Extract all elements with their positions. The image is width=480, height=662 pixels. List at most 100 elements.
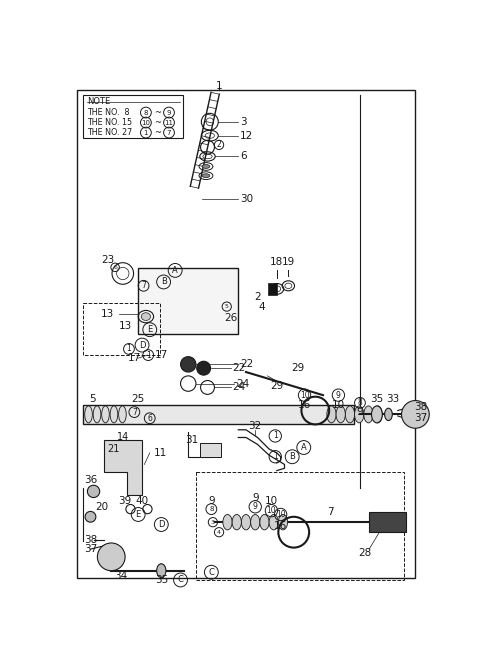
Text: 24: 24 <box>236 379 249 389</box>
Text: 34: 34 <box>115 571 128 581</box>
Text: THE NO. 15: THE NO. 15 <box>87 118 132 127</box>
Ellipse shape <box>345 406 355 423</box>
Text: 16: 16 <box>274 521 287 531</box>
Text: 31: 31 <box>185 435 199 445</box>
Text: 29: 29 <box>292 363 305 373</box>
Text: C: C <box>208 568 214 577</box>
Ellipse shape <box>336 406 345 423</box>
Text: B: B <box>289 452 295 461</box>
Text: A: A <box>172 266 178 275</box>
Text: 38: 38 <box>84 535 97 545</box>
Bar <box>83 95 183 138</box>
Text: 17: 17 <box>155 350 168 360</box>
Text: 22: 22 <box>240 359 253 369</box>
Bar <box>200 443 221 457</box>
Text: 36: 36 <box>84 475 97 485</box>
Ellipse shape <box>373 406 382 423</box>
Text: 7: 7 <box>141 281 146 291</box>
Text: 25: 25 <box>132 394 145 404</box>
Ellipse shape <box>85 406 92 423</box>
Text: 8: 8 <box>144 109 148 116</box>
Text: 37: 37 <box>84 544 97 554</box>
Ellipse shape <box>364 406 373 423</box>
Ellipse shape <box>110 406 118 423</box>
Text: 23: 23 <box>101 255 114 265</box>
Text: 6: 6 <box>147 414 152 423</box>
Text: 16: 16 <box>298 400 311 410</box>
Text: 2: 2 <box>254 291 261 302</box>
Text: ~: ~ <box>154 128 161 137</box>
Text: NOTE: NOTE <box>87 97 110 107</box>
Text: 10: 10 <box>276 510 286 519</box>
Text: 8: 8 <box>358 399 362 407</box>
Ellipse shape <box>355 406 364 423</box>
Text: 6: 6 <box>240 152 246 162</box>
Text: 1: 1 <box>127 344 132 354</box>
Ellipse shape <box>372 406 382 423</box>
Polygon shape <box>104 440 142 495</box>
Text: 10: 10 <box>265 496 278 506</box>
Bar <box>267 283 277 295</box>
Text: 14: 14 <box>117 432 129 442</box>
Ellipse shape <box>232 514 241 530</box>
Text: E: E <box>135 510 141 519</box>
Text: 19: 19 <box>282 258 295 267</box>
Text: 11: 11 <box>165 120 173 126</box>
Text: 1: 1 <box>216 81 222 91</box>
Text: 21: 21 <box>108 444 120 454</box>
Text: 37: 37 <box>414 413 427 423</box>
Circle shape <box>97 543 125 571</box>
Text: ~: ~ <box>154 108 161 117</box>
Text: 40: 40 <box>135 496 149 506</box>
Circle shape <box>197 361 211 375</box>
Bar <box>83 405 354 424</box>
Text: 13: 13 <box>119 321 132 331</box>
Ellipse shape <box>384 408 392 420</box>
Text: 4: 4 <box>217 530 221 535</box>
Ellipse shape <box>202 165 210 168</box>
Text: 20: 20 <box>95 502 108 512</box>
Text: 1: 1 <box>146 351 151 359</box>
Text: 28: 28 <box>359 548 372 558</box>
Text: 18: 18 <box>270 258 283 267</box>
Text: 1: 1 <box>273 432 277 440</box>
Text: D: D <box>139 340 145 350</box>
Text: 13: 13 <box>101 309 114 319</box>
Text: 1: 1 <box>273 452 277 461</box>
Text: 7: 7 <box>132 408 137 416</box>
Text: 10: 10 <box>266 506 276 515</box>
Text: 32: 32 <box>249 421 262 431</box>
Text: 35: 35 <box>155 575 168 585</box>
Text: 4: 4 <box>259 302 265 312</box>
Text: B: B <box>161 277 167 287</box>
Bar <box>196 472 404 580</box>
Ellipse shape <box>269 514 278 530</box>
Text: 5: 5 <box>89 394 96 404</box>
Text: 7: 7 <box>167 130 171 136</box>
Ellipse shape <box>241 514 251 530</box>
Text: 12: 12 <box>240 130 253 140</box>
Text: 7: 7 <box>327 507 334 517</box>
Text: 1: 1 <box>144 130 148 136</box>
Text: 29: 29 <box>270 381 283 391</box>
Ellipse shape <box>327 406 336 423</box>
Text: 6: 6 <box>113 265 117 270</box>
Ellipse shape <box>102 406 109 423</box>
Text: ~: ~ <box>154 118 161 127</box>
Text: 5: 5 <box>225 304 228 309</box>
Circle shape <box>180 357 196 372</box>
Text: 2: 2 <box>216 140 221 150</box>
Circle shape <box>402 401 429 428</box>
Text: 11: 11 <box>154 448 167 458</box>
Text: 9: 9 <box>336 391 341 400</box>
Ellipse shape <box>260 514 269 530</box>
Text: 26: 26 <box>224 313 237 323</box>
Bar <box>83 303 160 355</box>
Text: 22: 22 <box>232 363 245 373</box>
Text: 9: 9 <box>253 502 258 511</box>
Text: 17: 17 <box>128 354 141 363</box>
Text: 38: 38 <box>414 402 427 412</box>
Bar <box>369 512 406 532</box>
Text: 3: 3 <box>240 117 246 127</box>
Ellipse shape <box>119 406 126 423</box>
